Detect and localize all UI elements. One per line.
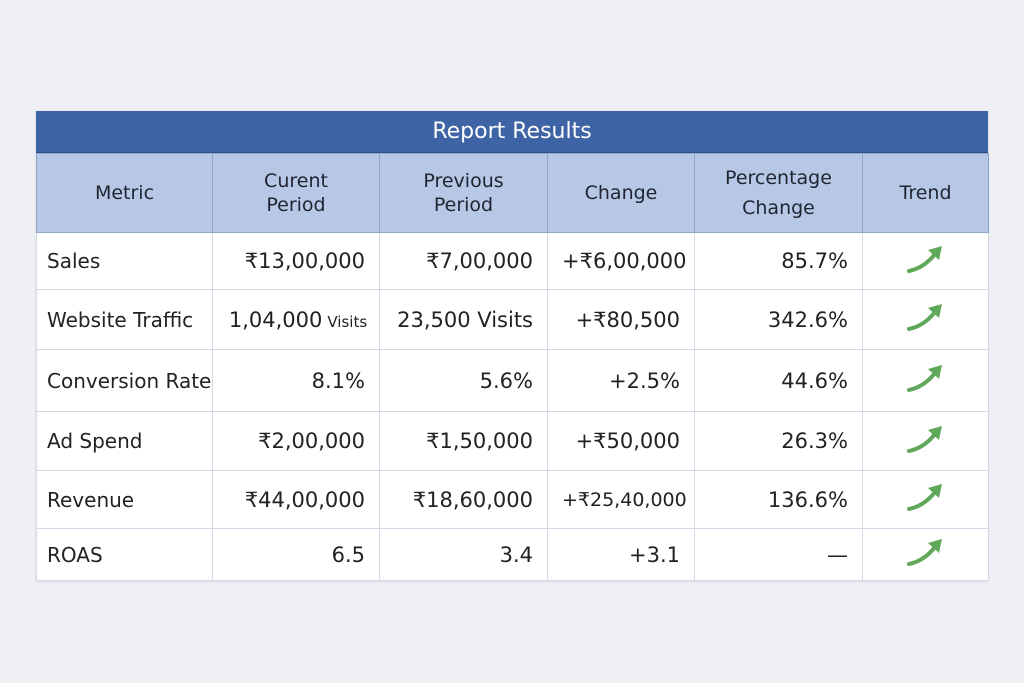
header-previous-period: Previous Period <box>379 153 548 233</box>
table-row: Sales ₹13,00,000 ₹7,00,000 +₹6,00,000 85… <box>36 232 989 290</box>
metric-cell: Conversion Rate <box>36 349 213 412</box>
current-period-cell: ₹2,00,000 <box>212 411 380 471</box>
change-cell: +₹80,500 <box>547 289 695 350</box>
percentage-change-cell: 85.7% <box>694 232 863 290</box>
change-cell: +2.5% <box>547 349 695 412</box>
current-value: 6.5 <box>331 542 365 567</box>
header-row: Metric Curent Period Previous Period Cha… <box>36 153 989 233</box>
trend-cell <box>862 349 989 412</box>
previous-period-cell: 3.4 <box>379 528 548 581</box>
trend-up-arrow-icon <box>906 425 942 453</box>
current-value: ₹44,00,000 <box>244 487 365 512</box>
previous-period-cell: ₹1,50,000 <box>379 411 548 471</box>
trend-cell <box>862 411 989 471</box>
previous-period-cell: 23,500 Visits <box>379 289 548 350</box>
current-value: 1,04,000 <box>228 307 323 332</box>
table-title: Report Results <box>36 111 988 153</box>
current-value: ₹2,00,000 <box>258 429 365 453</box>
previous-period-cell: 5.6% <box>379 349 548 412</box>
percentage-change-cell: 44.6% <box>694 349 863 412</box>
metric-cell: Website Traffic <box>36 289 213 350</box>
header-trend: Trend <box>862 153 989 233</box>
current-period-cell: ₹13,00,000 <box>212 232 380 290</box>
header-percentage-change-label: Percentage Change <box>725 167 832 219</box>
header-previous-period-label: Previous Period <box>423 170 504 216</box>
change-cell: +₹6,00,000 <box>547 232 695 290</box>
metric-cell: Revenue <box>36 470 213 529</box>
header-metric: Metric <box>36 153 213 233</box>
table-row: Conversion Rate 8.1% 5.6% +2.5% 44.6% <box>36 349 989 412</box>
previous-period-cell: ₹18,60,000 <box>379 470 548 529</box>
metric-cell: Ad Spend <box>36 411 213 471</box>
percentage-change-cell: 26.3% <box>694 411 863 471</box>
table-row: Ad Spend ₹2,00,000 ₹1,50,000 +₹50,000 26… <box>36 411 989 471</box>
current-value: 8.1% <box>311 368 365 393</box>
trend-up-arrow-icon <box>906 484 942 511</box>
percentage-change-cell: 342.6% <box>694 289 863 350</box>
header-percentage-change: Percentage Change <box>694 153 863 233</box>
table-row: ROAS 6.5 3.4 +3.1 — <box>36 528 989 581</box>
header-current-period-label: Curent Period <box>264 170 328 216</box>
trend-cell <box>862 470 989 529</box>
table-row: Revenue ₹44,00,000 ₹18,60,000 +₹25,40,00… <box>36 470 989 529</box>
current-value: ₹13,00,000 <box>244 249 365 273</box>
previous-period-cell: ₹7,00,000 <box>379 232 548 290</box>
change-cell: +₹25,40,000 <box>547 470 695 529</box>
report-results-table-container: Report Results Metric Curent Period Prev… <box>36 111 989 581</box>
trend-up-arrow-icon <box>906 539 942 566</box>
trend-cell <box>862 528 989 581</box>
report-table: Metric Curent Period Previous Period Cha… <box>36 153 989 581</box>
percentage-change-cell: — <box>694 528 863 581</box>
trend-up-arrow-icon <box>906 245 942 273</box>
trend-up-arrow-icon <box>906 304 942 331</box>
header-current-period: Curent Period <box>212 153 380 233</box>
trend-cell <box>862 289 989 350</box>
trend-up-arrow-icon <box>906 365 942 392</box>
change-cell: +₹50,000 <box>547 411 695 471</box>
current-period-cell: 1,04,000 Visits <box>212 289 380 350</box>
metric-cell: ROAS <box>36 528 213 581</box>
current-unit: Visits <box>327 312 368 331</box>
current-period-cell: 8.1% <box>212 349 380 412</box>
change-cell: +3.1 <box>547 528 695 581</box>
metric-cell: Sales <box>36 232 213 290</box>
current-period-cell: ₹44,00,000 <box>212 470 380 529</box>
trend-cell <box>862 232 989 290</box>
header-change: Change <box>547 153 695 233</box>
percentage-change-cell: 136.6% <box>694 470 863 529</box>
current-period-cell: 6.5 <box>212 528 380 581</box>
table-row: Website Traffic 1,04,000 Visits 23,500 Vi… <box>36 289 989 350</box>
